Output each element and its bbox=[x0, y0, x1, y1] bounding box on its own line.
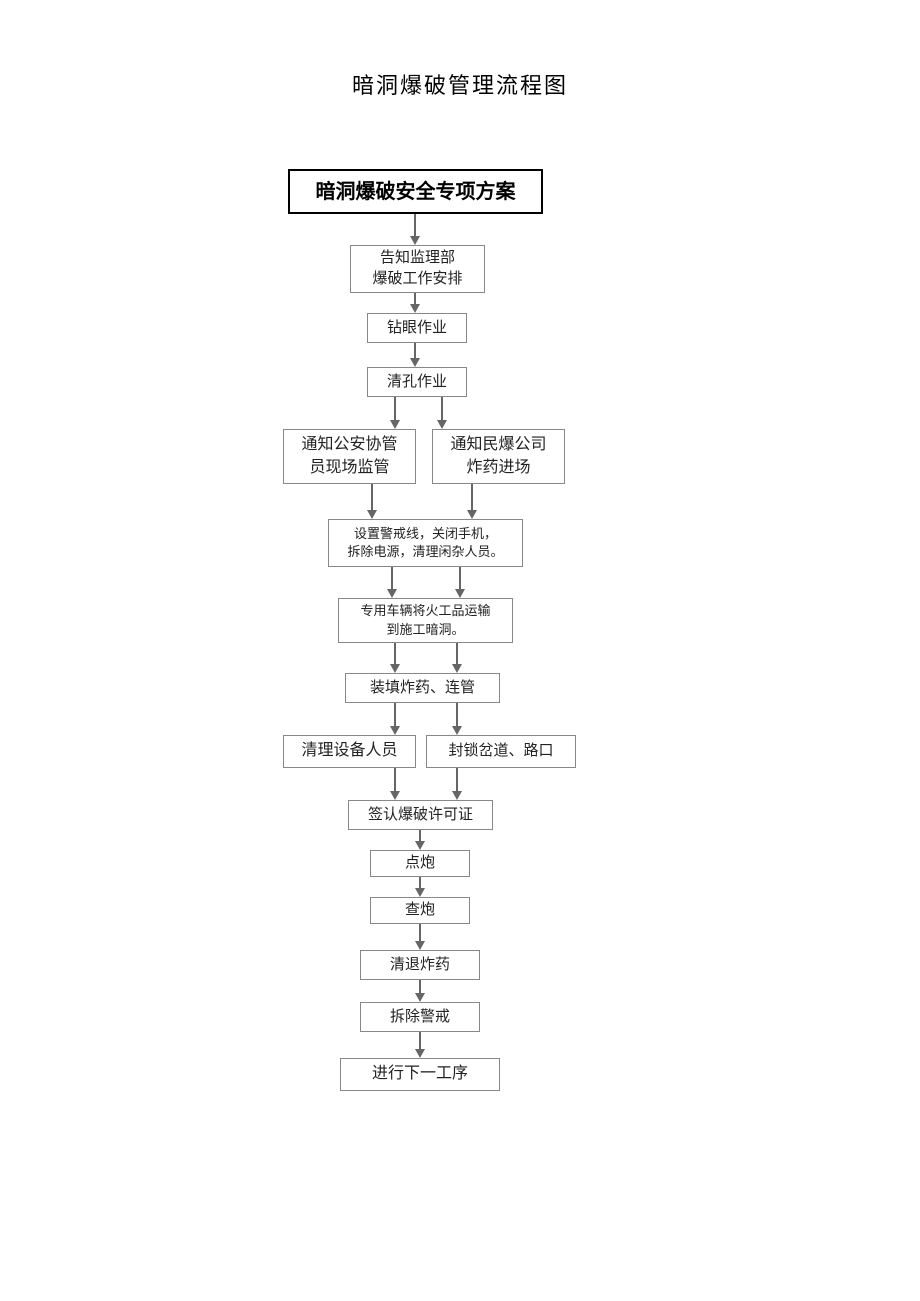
edge-n1-n2 bbox=[414, 214, 416, 236]
flow-node-label: 封锁岔道、路口 bbox=[448, 741, 553, 762]
flow-node-n4: 清孔作业 bbox=[367, 367, 467, 397]
edge-arrowhead bbox=[437, 420, 447, 429]
flow-node-label: 通知民爆公司炸药进场 bbox=[450, 434, 546, 479]
edge-n16-n17 bbox=[419, 1032, 421, 1049]
edge-n6-n7 bbox=[471, 484, 473, 510]
flow-node-n7: 设置警戒线，关闭手机，拆除电源，清理闲杂人员。 bbox=[328, 519, 523, 567]
flowchart-container: 暗洞爆破安全专项方案告知监理部爆破工作安排钻眼作业清孔作业通知公安协管员现场监管… bbox=[0, 0, 920, 1301]
edge-arrowhead bbox=[452, 664, 462, 673]
edge-arrowhead bbox=[415, 888, 425, 897]
flow-node-label: 告知监理部爆破工作安排 bbox=[372, 248, 462, 290]
edge-arrowhead bbox=[410, 236, 420, 245]
flow-node-label: 装填炸药、连管 bbox=[370, 678, 475, 699]
edge-arrowhead bbox=[410, 358, 420, 367]
flow-node-label: 钻眼作业 bbox=[387, 318, 447, 339]
flow-node-label: 拆除警戒 bbox=[390, 1007, 450, 1028]
flow-node-n16: 拆除警戒 bbox=[360, 1002, 480, 1032]
edge-n9-n11 bbox=[456, 703, 458, 726]
edge-arrowhead bbox=[452, 726, 462, 735]
edge-arrowhead bbox=[415, 1049, 425, 1058]
edge-arrowhead bbox=[467, 510, 477, 519]
flow-node-n2: 告知监理部爆破工作安排 bbox=[350, 245, 485, 293]
flow-node-label: 进行下一工序 bbox=[372, 1063, 468, 1085]
edge-arrowhead bbox=[415, 993, 425, 1002]
flow-node-label: 清孔作业 bbox=[387, 372, 447, 393]
edge-n4-n5 bbox=[394, 397, 396, 420]
edge-arrowhead bbox=[455, 589, 465, 598]
flow-node-n9: 装填炸药、连管 bbox=[345, 673, 500, 703]
edge-n11-n12 bbox=[456, 768, 458, 791]
flow-node-n6: 通知民爆公司炸药进场 bbox=[432, 429, 565, 484]
edge-arrowhead bbox=[367, 510, 377, 519]
edge-n7-n8 bbox=[459, 567, 461, 589]
edge-arrowhead bbox=[390, 420, 400, 429]
flow-node-n12: 签认爆破许可证 bbox=[348, 800, 493, 830]
flow-node-n13: 点炮 bbox=[370, 850, 470, 877]
flow-node-n1: 暗洞爆破安全专项方案 bbox=[288, 169, 543, 214]
edge-n5-n7 bbox=[371, 484, 373, 510]
edge-n12-n13 bbox=[419, 830, 421, 841]
flow-node-label: 暗洞爆破安全专项方案 bbox=[316, 178, 516, 206]
flow-node-n3: 钻眼作业 bbox=[367, 313, 467, 343]
edge-n8-n9 bbox=[456, 643, 458, 664]
flow-node-n14: 查炮 bbox=[370, 897, 470, 924]
edge-n9-n10 bbox=[394, 703, 396, 726]
flow-node-label: 通知公安协管员现场监管 bbox=[301, 434, 397, 479]
flow-node-n5: 通知公安协管员现场监管 bbox=[283, 429, 416, 484]
flow-node-n8: 专用车辆将火工品运输到施工暗洞。 bbox=[338, 598, 513, 643]
flow-node-label: 签认爆破许可证 bbox=[368, 805, 473, 826]
edge-arrowhead bbox=[390, 726, 400, 735]
flow-node-label: 查炮 bbox=[405, 900, 435, 921]
flow-node-n11: 封锁岔道、路口 bbox=[426, 735, 576, 768]
flow-node-label: 设置警戒线，关闭手机，拆除电源，清理闲杂人员。 bbox=[347, 525, 503, 561]
flow-node-n17: 进行下一工序 bbox=[340, 1058, 500, 1091]
flow-node-label: 专用车辆将火工品运输到施工暗洞。 bbox=[360, 602, 490, 638]
flow-node-label: 清理设备人员 bbox=[301, 740, 397, 762]
edge-n13-n14 bbox=[419, 877, 421, 888]
edge-arrowhead bbox=[452, 791, 462, 800]
edge-n8-n9 bbox=[394, 643, 396, 664]
flow-node-n10: 清理设备人员 bbox=[283, 735, 416, 768]
flow-node-label: 点炮 bbox=[405, 853, 435, 874]
flow-node-n15: 清退炸药 bbox=[360, 950, 480, 980]
edge-arrowhead bbox=[415, 941, 425, 950]
flow-node-label: 清退炸药 bbox=[390, 955, 450, 976]
edge-arrowhead bbox=[387, 589, 397, 598]
edge-n7-n8 bbox=[391, 567, 393, 589]
edge-n2-n3 bbox=[414, 293, 416, 304]
edge-arrowhead bbox=[390, 791, 400, 800]
edge-arrowhead bbox=[415, 841, 425, 850]
edge-arrowhead bbox=[390, 664, 400, 673]
edge-arrowhead bbox=[410, 304, 420, 313]
edge-n3-n4 bbox=[414, 343, 416, 358]
edge-n14-n15 bbox=[419, 924, 421, 941]
edge-n4-n6 bbox=[441, 397, 443, 420]
edge-n10-n12 bbox=[394, 768, 396, 791]
edge-n15-n16 bbox=[419, 980, 421, 993]
